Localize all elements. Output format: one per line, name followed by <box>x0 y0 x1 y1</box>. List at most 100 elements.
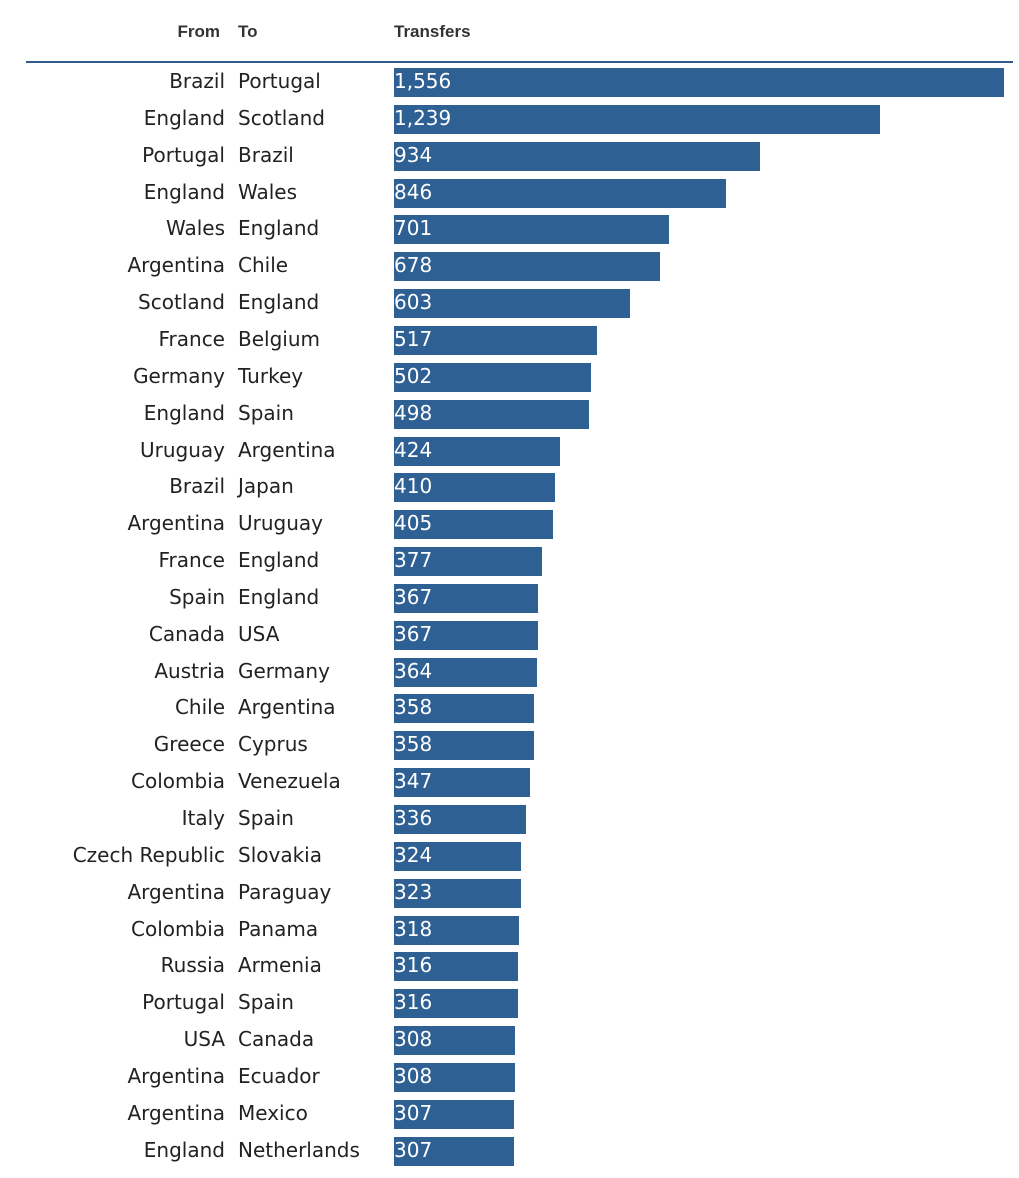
to-country-label: England <box>238 216 320 241</box>
from-country-label: England <box>143 400 225 425</box>
transfer-bar <box>394 362 591 392</box>
table-row: Chile Argentina 358 <box>0 690 1019 727</box>
to-country-label: Turkey <box>238 363 304 388</box>
transfer-bar <box>394 325 597 355</box>
to-country-label: Brazil <box>238 142 294 167</box>
from-country-label: Portugal <box>142 142 225 167</box>
transfer-bar <box>394 1062 515 1092</box>
transfer-bar <box>394 1136 515 1166</box>
from-country-label: Canada <box>148 621 225 646</box>
to-country-label: Belgium <box>238 326 320 351</box>
table-row: Scotland England 603 <box>0 285 1019 322</box>
transfer-value-label: 410 <box>394 474 433 499</box>
table-row: Argentina Mexico 307 <box>0 1096 1019 1133</box>
transfer-bar <box>394 841 522 871</box>
from-country-label: USA <box>183 1027 225 1052</box>
table-row: Colombia Panama 318 <box>0 912 1019 949</box>
from-country-label: Brazil <box>169 69 225 93</box>
table-row: England Spain 498 <box>0 396 1019 433</box>
transfer-value-label: 367 <box>394 621 433 646</box>
to-country-label: Argentina <box>238 437 336 462</box>
table-row: Portugal Spain 316 <box>0 985 1019 1022</box>
transfer-value-label: 336 <box>394 806 433 830</box>
from-country-label: Brazil <box>169 474 225 499</box>
to-country-label: Spain <box>238 806 294 830</box>
to-country-label: England <box>238 290 320 315</box>
transfer-value-label: 308 <box>394 1063 433 1088</box>
to-country-label: Spain <box>238 990 294 1015</box>
transfer-bar <box>394 399 590 429</box>
to-country-label: Netherlands <box>238 1137 360 1162</box>
transfer-value-label: 316 <box>394 953 433 978</box>
transfer-bar <box>394 436 561 466</box>
transfer-value-label: 308 <box>394 1027 433 1052</box>
header-divider <box>26 61 1013 63</box>
from-country-label: Argentina <box>127 253 225 278</box>
transfer-value-label: 405 <box>394 511 433 536</box>
transfer-bar <box>394 731 535 761</box>
transfer-value-label: 846 <box>394 179 433 204</box>
transfer-value-label: 307 <box>394 1137 433 1162</box>
to-country-label: Cyprus <box>238 732 308 757</box>
table-row: Czech Republic Slovakia 324 <box>0 838 1019 875</box>
table-row: Uruguay Argentina 424 <box>0 433 1019 470</box>
from-country-label: Colombia <box>131 916 225 941</box>
table-row: Italy Spain 336 <box>0 801 1019 838</box>
transfer-bar <box>394 1026 515 1056</box>
from-country-label: Argentina <box>127 1100 225 1125</box>
from-country-label: Scotland <box>138 290 225 315</box>
from-country-label: England <box>143 179 225 204</box>
transfer-value-label: 517 <box>394 326 433 351</box>
transfers-column-header: Transfers <box>394 22 471 41</box>
to-country-label: Wales <box>238 179 298 204</box>
table-row: Russia Armenia 316 <box>0 948 1019 985</box>
transfer-bar <box>394 178 726 208</box>
to-country-label: Scotland <box>238 105 325 130</box>
transfer-bar <box>394 104 880 134</box>
table-row: Spain England 367 <box>0 580 1019 617</box>
table-row: Argentina Chile 678 <box>0 248 1019 285</box>
to-country-label: Canada <box>238 1027 315 1052</box>
transfer-bar <box>394 510 553 540</box>
transfer-value-label: 307 <box>394 1100 433 1125</box>
to-country-label: England <box>238 548 320 573</box>
transfer-bar <box>394 547 542 577</box>
transfer-bar <box>394 68 1004 97</box>
table-row: Argentina Uruguay 405 <box>0 506 1019 543</box>
from-country-label: France <box>158 326 225 351</box>
transfer-bar <box>394 805 526 834</box>
transfer-bar <box>394 768 531 798</box>
from-country-label: Argentina <box>127 1063 225 1088</box>
transfer-bar <box>394 215 669 245</box>
table-row: Colombia Venezuela 347 <box>0 764 1019 801</box>
to-country-label: Chile <box>238 253 289 278</box>
table-row: Argentina Ecuador 308 <box>0 1059 1019 1096</box>
to-country-label: England <box>238 584 320 609</box>
transfer-bar <box>394 473 555 503</box>
from-country-label: Czech Republic <box>72 842 225 867</box>
transfer-value-label: 701 <box>394 216 433 241</box>
transfer-value-label: 318 <box>394 916 433 941</box>
to-country-label: Portugal <box>238 69 321 93</box>
to-country-label: Armenia <box>238 953 322 978</box>
table-row: Portugal Brazil 934 <box>0 138 1019 175</box>
transfer-value-label: 377 <box>394 548 433 573</box>
from-column-header: From <box>177 22 221 41</box>
from-country-label: Uruguay <box>140 437 225 462</box>
transfer-value-label: 498 <box>394 400 433 425</box>
table-row: England Netherlands 307 <box>0 1133 1019 1170</box>
transfer-bar <box>394 620 538 650</box>
transfer-value-label: 502 <box>394 363 433 388</box>
transfer-value-label: 358 <box>394 732 433 757</box>
to-country-label: Germany <box>238 658 330 683</box>
table-row: France England 377 <box>0 543 1019 580</box>
transfer-value-label: 603 <box>394 290 433 315</box>
to-country-label: Argentina <box>238 695 336 720</box>
table-row: Austria Germany 364 <box>0 654 1019 691</box>
to-country-label: Ecuador <box>238 1063 320 1088</box>
transfer-bar <box>394 915 519 945</box>
from-country-label: Germany <box>133 363 225 388</box>
transfer-value-label: 364 <box>394 658 433 683</box>
from-country-label: Argentina <box>127 879 225 904</box>
to-country-label: Slovakia <box>238 842 322 867</box>
